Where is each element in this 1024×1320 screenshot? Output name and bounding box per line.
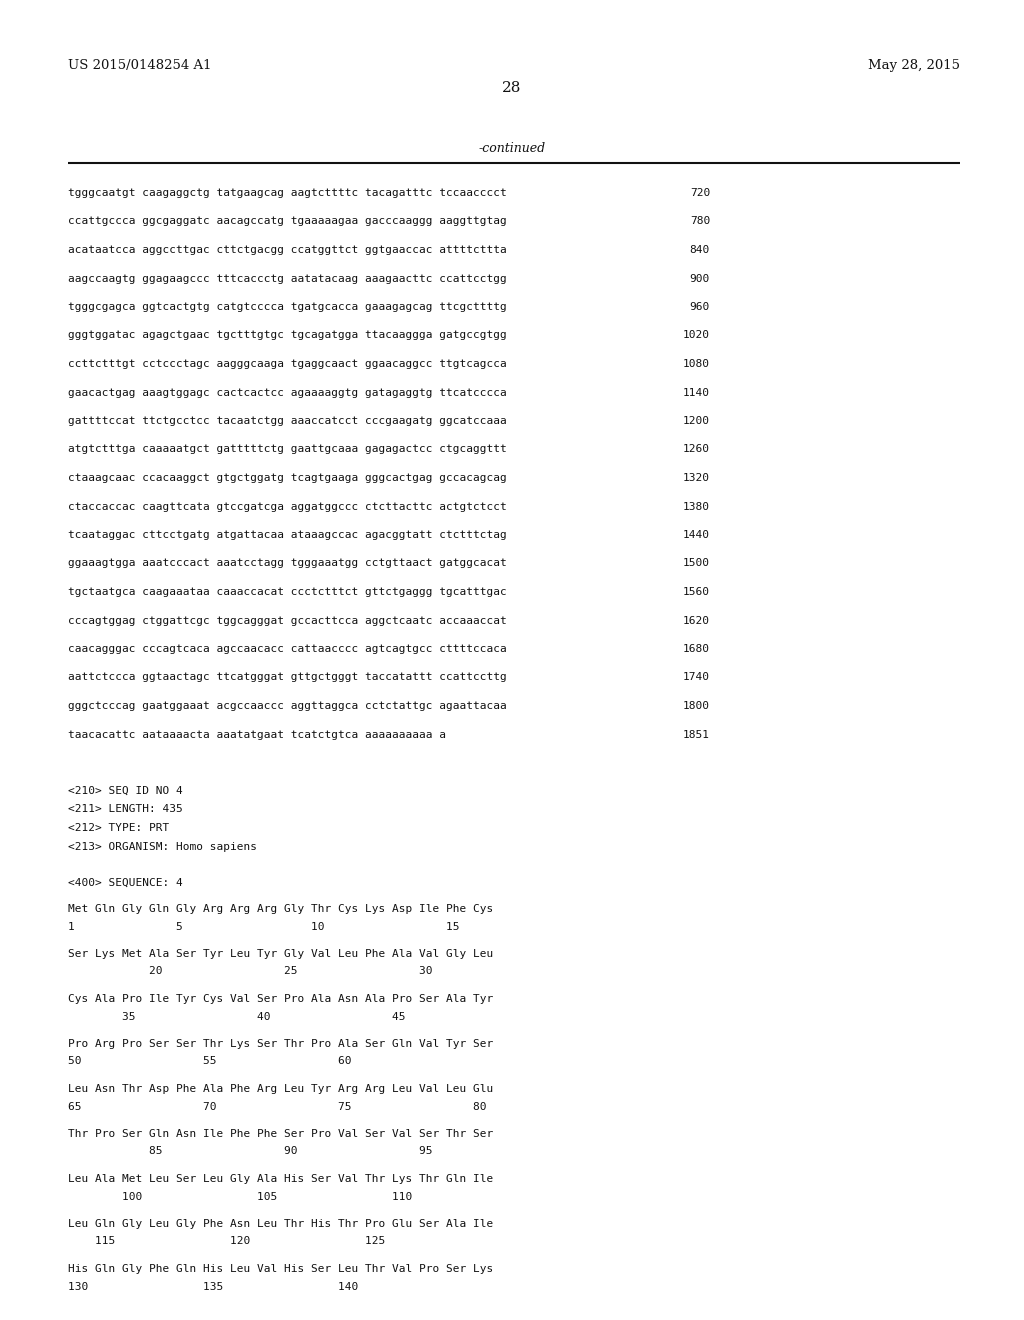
- Text: 1200: 1200: [683, 416, 710, 426]
- Text: Thr Pro Ser Gln Asn Ile Phe Phe Ser Pro Val Ser Val Ser Thr Ser: Thr Pro Ser Gln Asn Ile Phe Phe Ser Pro …: [68, 1129, 494, 1139]
- Text: May 28, 2015: May 28, 2015: [868, 58, 961, 71]
- Text: tgggcgagca ggtcactgtg catgtcccca tgatgcacca gaaagagcag ttcgcttttg: tgggcgagca ggtcactgtg catgtcccca tgatgca…: [68, 302, 507, 312]
- Text: 20                  25                  30: 20 25 30: [68, 966, 432, 977]
- Text: -continued: -continued: [478, 141, 546, 154]
- Text: 720: 720: [690, 187, 710, 198]
- Text: Leu Asn Thr Asp Phe Ala Phe Arg Leu Tyr Arg Arg Leu Val Leu Glu: Leu Asn Thr Asp Phe Ala Phe Arg Leu Tyr …: [68, 1084, 494, 1094]
- Text: 50                  55                  60: 50 55 60: [68, 1056, 351, 1067]
- Text: <213> ORGANISM: Homo sapiens: <213> ORGANISM: Homo sapiens: [68, 842, 257, 851]
- Text: 1320: 1320: [683, 473, 710, 483]
- Text: cccagtggag ctggattcgc tggcagggat gccacttcca aggctcaatc accaaaccat: cccagtggag ctggattcgc tggcagggat gccactt…: [68, 615, 507, 626]
- Text: Leu Ala Met Leu Ser Leu Gly Ala His Ser Val Thr Lys Thr Gln Ile: Leu Ala Met Leu Ser Leu Gly Ala His Ser …: [68, 1173, 494, 1184]
- Text: 130                 135                 140: 130 135 140: [68, 1282, 358, 1291]
- Text: His Gln Gly Phe Gln His Leu Val His Ser Leu Thr Val Pro Ser Lys: His Gln Gly Phe Gln His Leu Val His Ser …: [68, 1265, 494, 1274]
- Text: 35                  40                  45: 35 40 45: [68, 1011, 406, 1022]
- Text: caacagggac cccagtcaca agccaacacc cattaacccc agtcagtgcc cttttccaca: caacagggac cccagtcaca agccaacacc cattaac…: [68, 644, 507, 653]
- Text: 115                 120                 125: 115 120 125: [68, 1237, 385, 1246]
- Text: 1620: 1620: [683, 615, 710, 626]
- Text: Met Gln Gly Gln Gly Arg Arg Arg Gly Thr Cys Lys Asp Ile Phe Cys: Met Gln Gly Gln Gly Arg Arg Arg Gly Thr …: [68, 904, 494, 913]
- Text: 1440: 1440: [683, 531, 710, 540]
- Text: 1380: 1380: [683, 502, 710, 511]
- Text: <211> LENGTH: 435: <211> LENGTH: 435: [68, 804, 182, 814]
- Text: 960: 960: [690, 302, 710, 312]
- Text: 28: 28: [503, 81, 521, 95]
- Text: 840: 840: [690, 246, 710, 255]
- Text: <400> SEQUENCE: 4: <400> SEQUENCE: 4: [68, 878, 182, 888]
- Text: Cys Ala Pro Ile Tyr Cys Val Ser Pro Ala Asn Ala Pro Ser Ala Tyr: Cys Ala Pro Ile Tyr Cys Val Ser Pro Ala …: [68, 994, 494, 1005]
- Text: acataatcca aggccttgac cttctgacgg ccatggttct ggtgaaccac attttcttta: acataatcca aggccttgac cttctgacgg ccatggt…: [68, 246, 507, 255]
- Text: tgctaatgca caagaaataa caaaccacat ccctctttct gttctgaggg tgcatttgac: tgctaatgca caagaaataa caaaccacat ccctctt…: [68, 587, 507, 597]
- Text: 85                  90                  95: 85 90 95: [68, 1147, 432, 1156]
- Text: gattttccat ttctgcctcc tacaatctgg aaaccatcct cccgaagatg ggcatccaaa: gattttccat ttctgcctcc tacaatctgg aaaccat…: [68, 416, 507, 426]
- Text: 780: 780: [690, 216, 710, 227]
- Text: aagccaagtg ggagaagccc tttcaccctg aatatacaag aaagaacttc ccattcctgg: aagccaagtg ggagaagccc tttcaccctg aatatac…: [68, 273, 507, 284]
- Text: gggtggatac agagctgaac tgctttgtgc tgcagatgga ttacaaggga gatgccgtgg: gggtggatac agagctgaac tgctttgtgc tgcagat…: [68, 330, 507, 341]
- Text: Leu Gln Gly Leu Gly Phe Asn Leu Thr His Thr Pro Glu Ser Ala Ile: Leu Gln Gly Leu Gly Phe Asn Leu Thr His …: [68, 1218, 494, 1229]
- Text: 1851: 1851: [683, 730, 710, 739]
- Text: atgtctttga caaaaatgct gatttttctg gaattgcaaa gagagactcc ctgcaggttt: atgtctttga caaaaatgct gatttttctg gaattgc…: [68, 445, 507, 454]
- Text: Ser Lys Met Ala Ser Tyr Leu Tyr Gly Val Leu Phe Ala Val Gly Leu: Ser Lys Met Ala Ser Tyr Leu Tyr Gly Val …: [68, 949, 494, 960]
- Text: <212> TYPE: PRT: <212> TYPE: PRT: [68, 822, 169, 833]
- Text: 900: 900: [690, 273, 710, 284]
- Text: Pro Arg Pro Ser Ser Thr Lys Ser Thr Pro Ala Ser Gln Val Tyr Ser: Pro Arg Pro Ser Ser Thr Lys Ser Thr Pro …: [68, 1039, 494, 1049]
- Text: 1020: 1020: [683, 330, 710, 341]
- Text: 1               5                   10                  15: 1 5 10 15: [68, 921, 460, 932]
- Text: tcaataggac cttcctgatg atgattacaa ataaagccac agacggtatt ctctttctag: tcaataggac cttcctgatg atgattacaa ataaagc…: [68, 531, 507, 540]
- Text: gggctcccag gaatggaaat acgccaaccc aggttaggca cctctattgc agaattacaa: gggctcccag gaatggaaat acgccaaccc aggttag…: [68, 701, 507, 711]
- Text: taacacattc aataaaacta aaatatgaat tcatctgtca aaaaaaaaaa a: taacacattc aataaaacta aaatatgaat tcatctg…: [68, 730, 446, 739]
- Text: ggaaagtgga aaatcccact aaatcctagg tgggaaatgg cctgttaact gatggcacat: ggaaagtgga aaatcccact aaatcctagg tgggaaa…: [68, 558, 507, 569]
- Text: ccattgccca ggcgaggatc aacagccatg tgaaaaagaa gacccaaggg aaggttgtag: ccattgccca ggcgaggatc aacagccatg tgaaaaa…: [68, 216, 507, 227]
- Text: US 2015/0148254 A1: US 2015/0148254 A1: [68, 58, 212, 71]
- Text: 1080: 1080: [683, 359, 710, 370]
- Text: tgggcaatgt caagaggctg tatgaagcag aagtcttttc tacagatttc tccaacccct: tgggcaatgt caagaggctg tatgaagcag aagtctt…: [68, 187, 507, 198]
- Text: 1500: 1500: [683, 558, 710, 569]
- Text: ctaccaccac caagttcata gtccgatcga aggatggccc ctcttacttc actgtctcct: ctaccaccac caagttcata gtccgatcga aggatgg…: [68, 502, 507, 511]
- Text: 1560: 1560: [683, 587, 710, 597]
- Text: 100                 105                 110: 100 105 110: [68, 1192, 413, 1201]
- Text: 1800: 1800: [683, 701, 710, 711]
- Text: 1680: 1680: [683, 644, 710, 653]
- Text: gaacactgag aaagtggagc cactcactcc agaaaaggtg gatagaggtg ttcatcccca: gaacactgag aaagtggagc cactcactcc agaaaag…: [68, 388, 507, 397]
- Text: aattctccca ggtaactagc ttcatgggat gttgctgggt taccatattt ccattccttg: aattctccca ggtaactagc ttcatgggat gttgctg…: [68, 672, 507, 682]
- Text: 1740: 1740: [683, 672, 710, 682]
- Text: ctaaagcaac ccacaaggct gtgctggatg tcagtgaaga gggcactgag gccacagcag: ctaaagcaac ccacaaggct gtgctggatg tcagtga…: [68, 473, 507, 483]
- Text: 1140: 1140: [683, 388, 710, 397]
- Text: 1260: 1260: [683, 445, 710, 454]
- Text: <210> SEQ ID NO 4: <210> SEQ ID NO 4: [68, 785, 182, 796]
- Text: 65                  70                  75                  80: 65 70 75 80: [68, 1101, 486, 1111]
- Text: ccttctttgt cctccctagc aagggcaaga tgaggcaact ggaacaggcc ttgtcagcca: ccttctttgt cctccctagc aagggcaaga tgaggca…: [68, 359, 507, 370]
